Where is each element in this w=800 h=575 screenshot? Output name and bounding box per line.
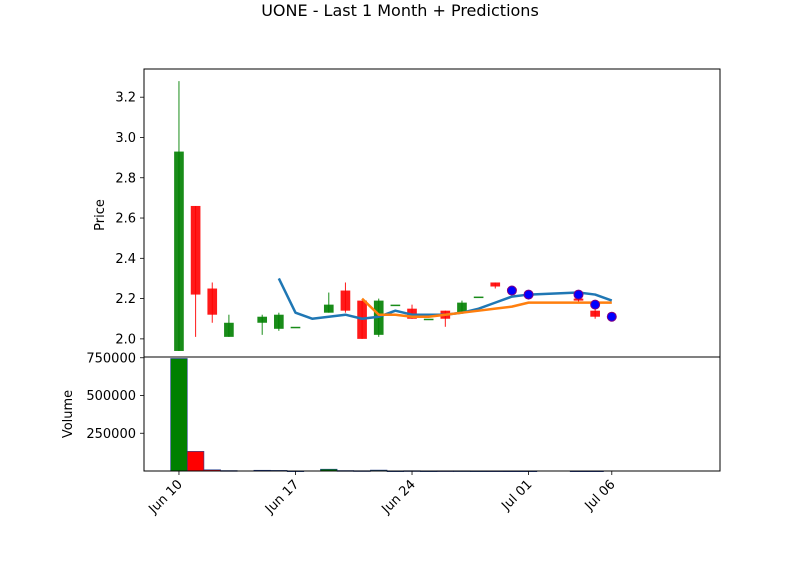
candle-body <box>590 310 600 317</box>
candle-body <box>224 322 234 337</box>
candle-body <box>207 288 218 315</box>
candle-body <box>274 314 284 329</box>
prediction-marker <box>523 289 534 300</box>
volume-tick-label: 250000 <box>86 427 136 442</box>
candle-body <box>423 318 434 321</box>
prediction-marker <box>506 285 517 296</box>
x-tick-label: Jun 10 <box>145 477 185 517</box>
candle-body <box>473 296 484 299</box>
candle-body <box>323 304 334 313</box>
candle-body <box>573 298 584 301</box>
volume-panel: 250000 500000 750000 <box>86 351 721 472</box>
candle-body <box>457 302 467 313</box>
x-axis: Jun 10 Jun 17 Jun 24 Jul 01 Jul 06 <box>145 471 619 518</box>
x-tick-label: Jul 01 <box>498 477 535 514</box>
volume-bar <box>186 451 205 472</box>
candle-body <box>390 304 401 307</box>
price-tick-label: 3.0 <box>115 131 136 146</box>
candle-body <box>174 151 184 351</box>
price-tick-label: 2.0 <box>115 332 136 347</box>
volume-tick-label: 750000 <box>86 351 136 366</box>
volume-tick-label: 500000 <box>86 389 136 404</box>
price-axis-label: Price <box>93 199 108 231</box>
candle-body <box>490 282 501 287</box>
volume-axis-label: Volume <box>61 390 76 438</box>
price-tick-label: 2.2 <box>115 292 136 307</box>
chart-title: UONE - Last 1 Month + Predictions <box>261 1 539 20</box>
prediction-marker <box>606 311 617 322</box>
price-tick-label: 3.2 <box>115 91 136 106</box>
volume-frame <box>143 356 721 472</box>
x-tick-label: Jun 24 <box>379 477 419 517</box>
prediction-marker <box>573 289 584 300</box>
candle-body <box>290 326 301 329</box>
x-tick-label: Jul 06 <box>582 477 619 514</box>
price-tick-label: 2.8 <box>115 171 136 186</box>
price-tick-label: 2.4 <box>115 252 136 267</box>
candle-body <box>340 290 351 311</box>
volume-bar <box>170 358 188 472</box>
price-tick-label: 2.6 <box>115 212 136 227</box>
x-tick-label: Jun 17 <box>262 477 302 517</box>
candle-body <box>257 316 268 323</box>
prediction-marker <box>590 299 601 310</box>
price-panel: 2.0 2.2 2.4 2.6 2.8 3.0 3.2 <box>115 68 721 358</box>
prediction-line <box>361 297 612 318</box>
candle-body <box>190 205 201 295</box>
